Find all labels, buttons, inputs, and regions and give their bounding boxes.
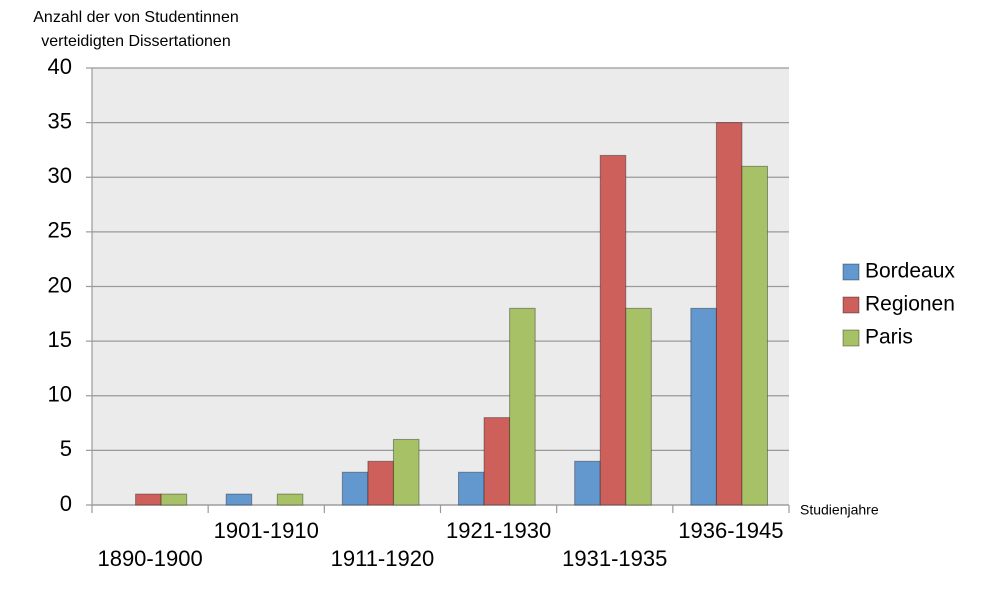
bar <box>715 122 743 506</box>
legend-swatch <box>842 329 860 347</box>
bar <box>341 471 369 506</box>
y-tick-label: 30 <box>48 163 72 188</box>
x-tick-label: 1931-1935 <box>562 546 667 571</box>
bar <box>483 417 511 506</box>
bar <box>690 307 717 506</box>
bar <box>599 154 627 506</box>
x-tick-label: 1911-1920 <box>331 546 435 571</box>
y-tick-label: 40 <box>48 54 72 79</box>
x-tick-label: 1921-1930 <box>446 518 551 543</box>
bar <box>625 307 652 506</box>
legend-label: Paris <box>865 326 913 349</box>
legend-label: Regionen <box>865 293 955 316</box>
x-tick-label: 1890-1900 <box>97 546 202 571</box>
bar <box>574 460 601 506</box>
x-tick-label: 1901-1910 <box>214 518 319 543</box>
legend-swatch <box>842 296 860 314</box>
y-axis-title: Anzahl der von Studentinnen verteidigten… <box>33 9 239 50</box>
bar <box>509 307 536 506</box>
y-tick-label: 25 <box>48 218 72 243</box>
bar <box>741 165 769 506</box>
y-tick-label: 15 <box>48 327 72 352</box>
bar <box>135 493 162 506</box>
x-axis-title: Studienjahre <box>800 502 879 518</box>
legend-swatch <box>842 263 860 281</box>
bar <box>276 493 304 506</box>
bar <box>458 471 485 506</box>
bar <box>392 438 420 506</box>
bar <box>160 493 188 506</box>
legend-label: Bordeaux <box>865 260 955 283</box>
y-tick-label: 35 <box>48 108 72 133</box>
y-tick-label: 0 <box>60 491 72 516</box>
x-tick-label: 1936-1945 <box>678 518 783 543</box>
y-tick-label: 20 <box>48 272 72 297</box>
bar <box>225 493 253 506</box>
bar <box>367 460 394 506</box>
y-tick-label: 10 <box>48 382 72 407</box>
y-tick-label: 5 <box>60 436 72 461</box>
